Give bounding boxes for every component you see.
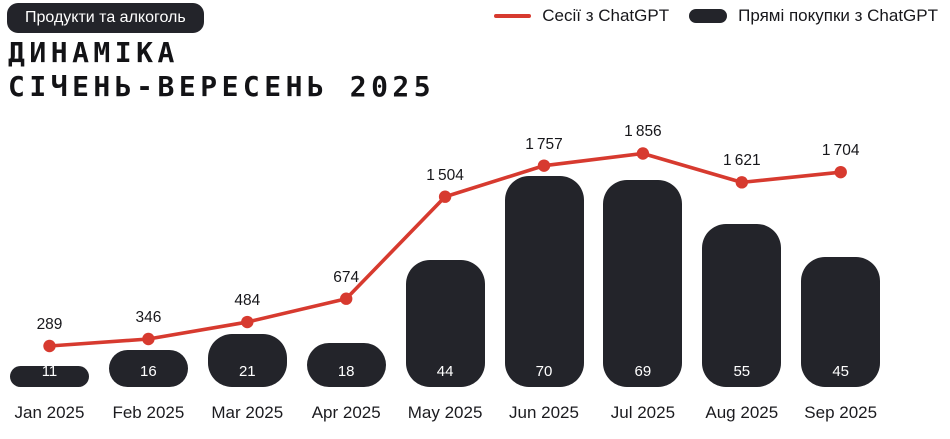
purchases-bar-apr-2025: 18 — [306, 343, 386, 387]
purchases-bar-aug-2025: 55 — [702, 224, 782, 387]
purchases-bar-may-2025: 44 — [405, 260, 485, 387]
line-point — [43, 339, 56, 353]
chart-legend: Сесії з ChatGPT Прямі покупки з ChatGPT — [494, 6, 938, 26]
line-value-label: 1 757 — [525, 135, 563, 153]
line-value-label: 1 621 — [723, 152, 761, 170]
x-axis-label-mar-2025: Mar 2025 — [211, 403, 284, 422]
line-series-swatch-icon — [494, 14, 532, 18]
purchases-bar-sep-2025: 45 — [801, 257, 881, 387]
line-value-label: 289 — [36, 315, 63, 333]
x-axis-label-aug-2025: Aug 2025 — [705, 403, 779, 422]
bar-value-label: 69 — [634, 363, 652, 380]
legend-sessions-label: Сесії з ChatGPT — [542, 6, 670, 25]
line-point — [636, 147, 650, 160]
x-axis-label-sep-2025: Sep 2025 — [804, 403, 878, 422]
category-badge-label: Продукти та алкоголь — [25, 9, 186, 26]
line-point — [438, 190, 452, 203]
page-title-line2: СІЧЕНЬ-ВЕРЕСЕНЬ 2025 — [8, 70, 436, 103]
line-value-label: 346 — [135, 308, 162, 326]
x-axis-label-jan-2025: Jan 2025 — [14, 403, 85, 422]
purchases-bar-mar-2025: 21 — [207, 334, 287, 387]
line-value-label: 1 504 — [426, 166, 464, 184]
x-axis-label-apr-2025: Apr 2025 — [311, 403, 381, 422]
bar-value-label: 55 — [733, 363, 751, 380]
legend-item-purchases: Прямі покупки з ChatGPT — [689, 6, 938, 26]
purchases-bar-feb-2025: 16 — [108, 350, 188, 387]
bar-value-label: 70 — [535, 363, 553, 380]
line-point — [735, 176, 748, 189]
line-value-label: 1 704 — [821, 142, 860, 160]
bar-value-label: 45 — [832, 363, 850, 380]
purchases-bar-jul-2025: 69 — [603, 180, 683, 387]
x-axis-label-jul-2025: Jul 2025 — [610, 403, 676, 422]
page-title: ДИНАМІКА СІЧЕНЬ-ВЕРЕСЕНЬ 2025 — [8, 36, 435, 104]
x-axis-label-feb-2025: Feb 2025 — [112, 403, 185, 422]
purchases-bar-jan-2025: 11 — [10, 363, 89, 387]
bar-value-label: 21 — [238, 363, 256, 380]
line-point — [834, 165, 847, 179]
x-axis-label-may-2025: May 2025 — [407, 403, 483, 422]
bar-value-label: 11 — [41, 363, 58, 380]
line-point — [340, 292, 353, 305]
category-badge: Продукти та алкоголь — [7, 3, 204, 33]
bar-value-label: 18 — [337, 363, 355, 380]
legend-item-sessions: Сесії з ChatGPT — [494, 6, 669, 26]
line-value-label: 484 — [234, 292, 261, 310]
page-title-line1: ДИНАМІКА — [8, 36, 179, 69]
legend-purchases-label: Прямі покупки з ChatGPT — [738, 6, 938, 25]
line-point — [142, 332, 155, 346]
bar-value-label: 16 — [140, 363, 157, 380]
line-point — [537, 159, 551, 172]
line-point — [241, 315, 254, 329]
purchases-bar-jun-2025: 70 — [504, 176, 584, 387]
line-value-label: 1 856 — [624, 123, 662, 141]
x-axis-label-jun-2025: Jun 2025 — [509, 403, 579, 422]
line-value-label: 674 — [333, 268, 360, 286]
bar-value-label: 44 — [436, 363, 454, 380]
bar-series-swatch-icon — [689, 9, 728, 23]
